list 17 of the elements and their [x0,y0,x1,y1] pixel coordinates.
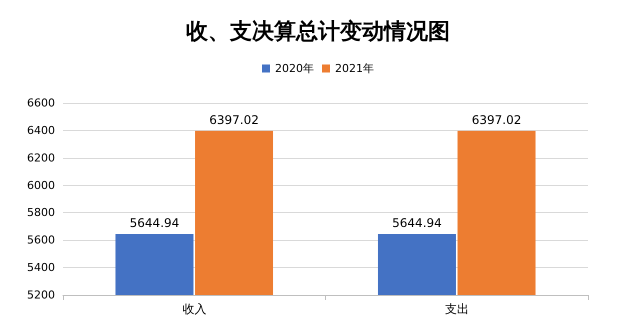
y-tick-label: 6600 [27,96,55,110]
data-label: 6397.02 [209,112,259,127]
legend-label: 2020年 [275,62,314,75]
x-tick-label: 支出 [444,302,469,316]
y-tick-label: 6400 [27,124,55,137]
y-tick-label: 5400 [27,261,55,274]
y-tick-label: 5200 [27,288,55,302]
data-label: 6397.02 [472,112,522,127]
y-tick-label: 6200 [27,151,55,164]
legend-label: 2021年 [335,62,374,75]
y-tick-label: 5800 [27,206,55,220]
data-label: 5644.94 [130,216,180,230]
x-tick-label: 收入 [182,302,206,316]
chart-title: 收、支决算总计变动情况图 [186,18,450,44]
y-tick-label: 6000 [27,178,55,192]
y-tick-label: 5600 [27,234,55,247]
data-label: 5644.94 [392,216,442,230]
